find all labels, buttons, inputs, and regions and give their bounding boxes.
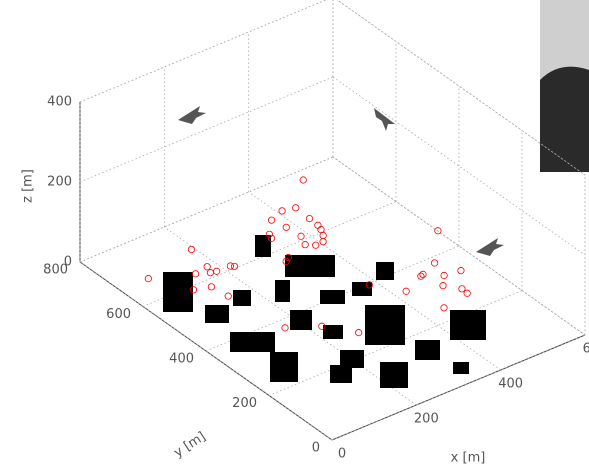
point: [300, 177, 306, 183]
building: [450, 310, 486, 340]
point: [440, 282, 446, 288]
point: [313, 242, 319, 248]
point: [293, 205, 299, 211]
point: [282, 325, 288, 331]
y-tick-label: 600: [106, 307, 131, 322]
x-tick-label: 0: [338, 447, 346, 462]
y-tick-label: 0: [312, 441, 320, 456]
point: [298, 233, 304, 239]
x-tick-label: 400: [498, 377, 523, 392]
building: [380, 362, 408, 388]
building: [415, 340, 440, 360]
point: [302, 241, 308, 247]
z-tick-label: 200: [47, 175, 72, 190]
building: [290, 310, 312, 330]
point: [441, 272, 447, 278]
point: [431, 260, 437, 266]
point: [204, 264, 210, 270]
building: [285, 255, 335, 277]
point: [320, 232, 326, 238]
y-tick-label: 200: [232, 396, 257, 411]
aircraft-group: [178, 106, 504, 256]
building: [205, 305, 229, 323]
point: [355, 329, 361, 335]
grid-line: [332, 335, 585, 440]
x-tick-label: 200: [414, 412, 439, 427]
y-tick-label: 400: [169, 352, 194, 367]
point: [403, 288, 409, 294]
point: [227, 263, 233, 269]
point: [207, 269, 213, 275]
building: [270, 352, 298, 382]
z-tick-label: 400: [47, 95, 72, 110]
point: [464, 290, 470, 296]
building: [230, 332, 275, 352]
buildings: [163, 235, 486, 388]
building: [365, 305, 405, 345]
aircraft: [178, 106, 206, 124]
building: [376, 262, 394, 280]
point: [213, 268, 219, 274]
photo-shadow: [540, 67, 589, 172]
axis-edge: [80, 0, 333, 102]
y-axis-label: y [m]: [171, 429, 208, 460]
point: [225, 293, 231, 299]
point: [459, 286, 465, 292]
point: [420, 271, 426, 277]
building: [453, 362, 469, 374]
building: [163, 272, 193, 312]
point: [283, 224, 289, 230]
x-tick-label: 600: [583, 342, 589, 357]
building: [233, 290, 251, 306]
point: [192, 271, 198, 277]
point: [306, 215, 312, 221]
grid-line: [80, 77, 333, 182]
x-axis-label: x [m]: [451, 451, 486, 466]
point: [318, 226, 324, 232]
building: [323, 325, 343, 339]
point: [441, 305, 447, 311]
building: [275, 280, 290, 302]
point: [315, 222, 321, 228]
point: [145, 275, 151, 281]
building: [320, 290, 345, 304]
z-tick-label: 0: [64, 255, 72, 270]
point: [279, 208, 285, 214]
z-axis-label: z [m]: [21, 169, 36, 203]
grid-line: [80, 157, 333, 262]
building: [330, 365, 352, 383]
building: [352, 282, 372, 296]
point: [268, 217, 274, 223]
point: [418, 273, 424, 279]
point: [208, 284, 214, 290]
grid-line: [80, 0, 333, 102]
point: [320, 238, 326, 244]
aircraft: [476, 238, 504, 256]
point: [458, 267, 464, 273]
point: [188, 246, 194, 252]
chart: z [m] y [m] x [m] 0200400600020040060080…: [0, 0, 589, 470]
aircraft: [374, 108, 395, 131]
